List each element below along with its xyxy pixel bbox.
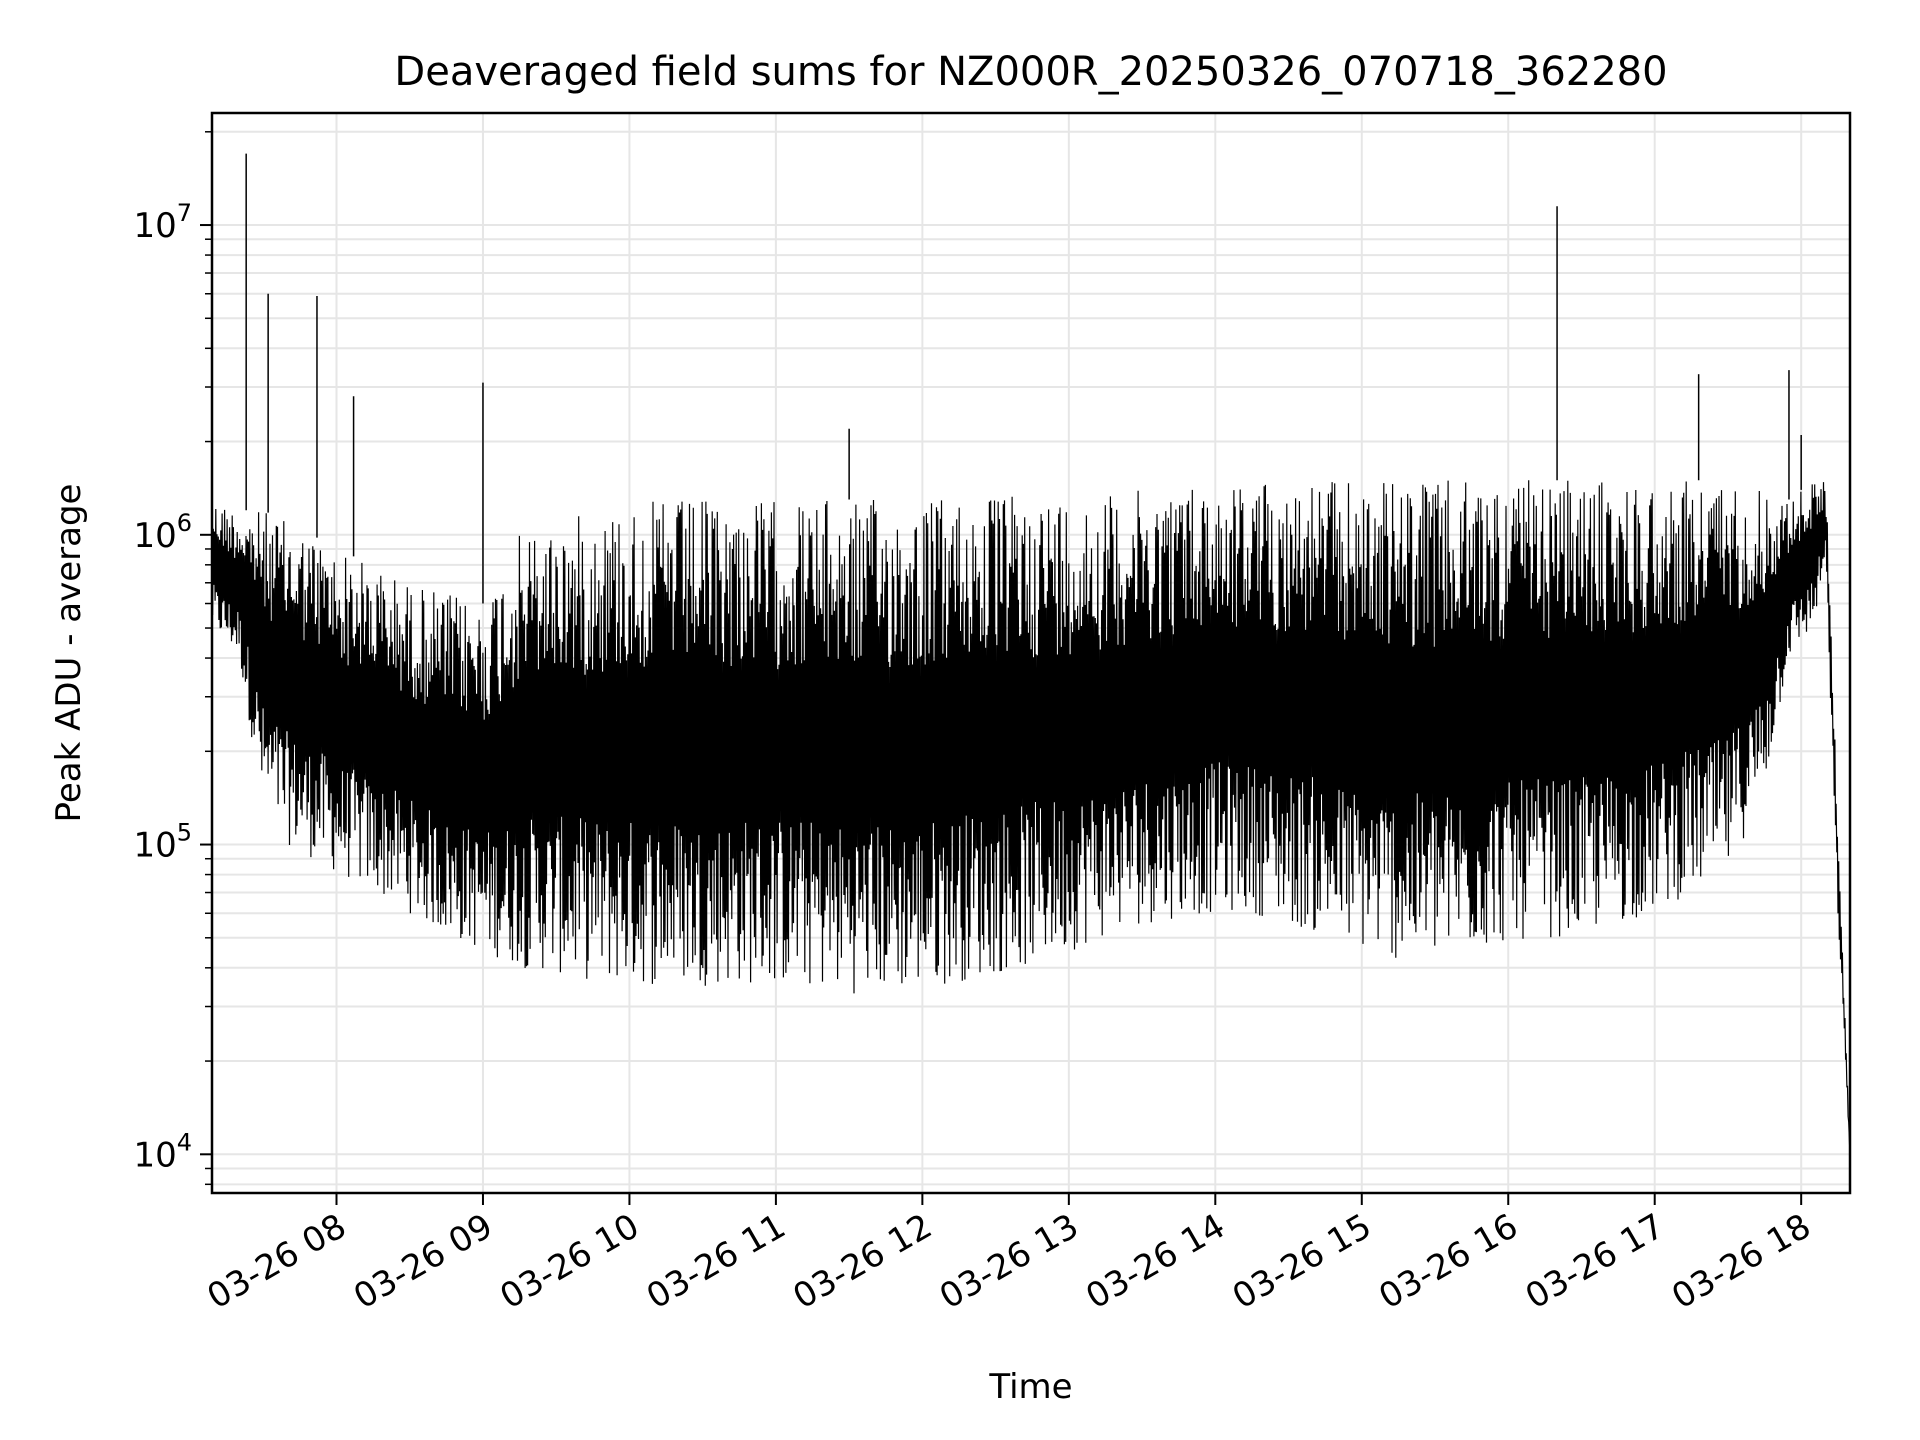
y-axis-label: Peak ADU - average (49, 484, 89, 823)
x-tick-label: 03-26 16 (1372, 1206, 1524, 1317)
x-tick-label: 03-26 10 (494, 1206, 646, 1317)
plot-frame (210, 111, 1852, 1195)
x-tick-label: 03-26 12 (786, 1206, 938, 1317)
x-tick-label: 03-26 11 (640, 1206, 792, 1317)
x-tick-label: 03-26 09 (347, 1206, 499, 1317)
series-line (211, 480, 1851, 1155)
y-axis: 104 105 106 107 (133, 131, 212, 1186)
y-tick-label: 106 (133, 509, 192, 556)
x-tick-label: 03-26 17 (1519, 1206, 1671, 1317)
x-tick-label: 03-26 13 (933, 1206, 1085, 1317)
chart-title: Deaveraged field sums for NZ000R_2025032… (394, 49, 1667, 95)
x-tick-label: 03-26 14 (1079, 1206, 1231, 1317)
x-axis-label: Time (988, 1367, 1072, 1407)
y-tick-label: 105 (133, 819, 192, 866)
plot-area (211, 153, 1851, 1155)
x-tick-label: 03-26 15 (1226, 1206, 1378, 1317)
x-tick-label: 03-26 08 (201, 1206, 353, 1317)
y-tick-label: 107 (133, 199, 192, 246)
x-tick-label: 03-26 18 (1665, 1206, 1817, 1317)
y-tick-label: 104 (133, 1128, 192, 1175)
